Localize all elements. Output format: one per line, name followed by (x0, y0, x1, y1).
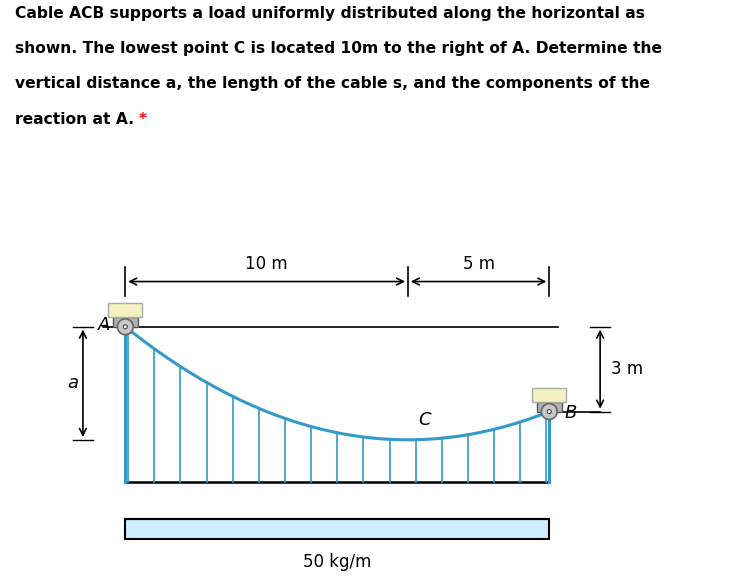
Text: C: C (418, 410, 430, 429)
Text: 50 kg/m: 50 kg/m (303, 553, 371, 571)
Circle shape (548, 410, 551, 413)
Text: 10 m: 10 m (245, 255, 288, 273)
Circle shape (123, 325, 128, 329)
Text: shown. The lowest point C is located 10m to the right of A. Determine the: shown. The lowest point C is located 10m… (15, 41, 662, 56)
Text: Cable ACB supports a load uniformly distributed along the horizontal as: Cable ACB supports a load uniformly dist… (15, 6, 645, 21)
Circle shape (542, 404, 557, 420)
Text: 3 m: 3 m (611, 360, 644, 378)
Bar (536, 402, 562, 411)
Bar (108, 303, 142, 317)
Text: A: A (98, 316, 110, 335)
Bar (125, 519, 549, 539)
Text: B: B (565, 404, 578, 422)
Bar (112, 317, 138, 327)
Text: 5 m: 5 m (463, 255, 494, 273)
Text: a: a (68, 375, 79, 392)
Text: vertical distance a, the length of the cable s, and the components of the: vertical distance a, the length of the c… (15, 76, 650, 92)
Text: *: * (139, 112, 147, 127)
Bar (532, 387, 566, 402)
Text: reaction at A.: reaction at A. (15, 112, 140, 127)
Circle shape (118, 319, 134, 335)
